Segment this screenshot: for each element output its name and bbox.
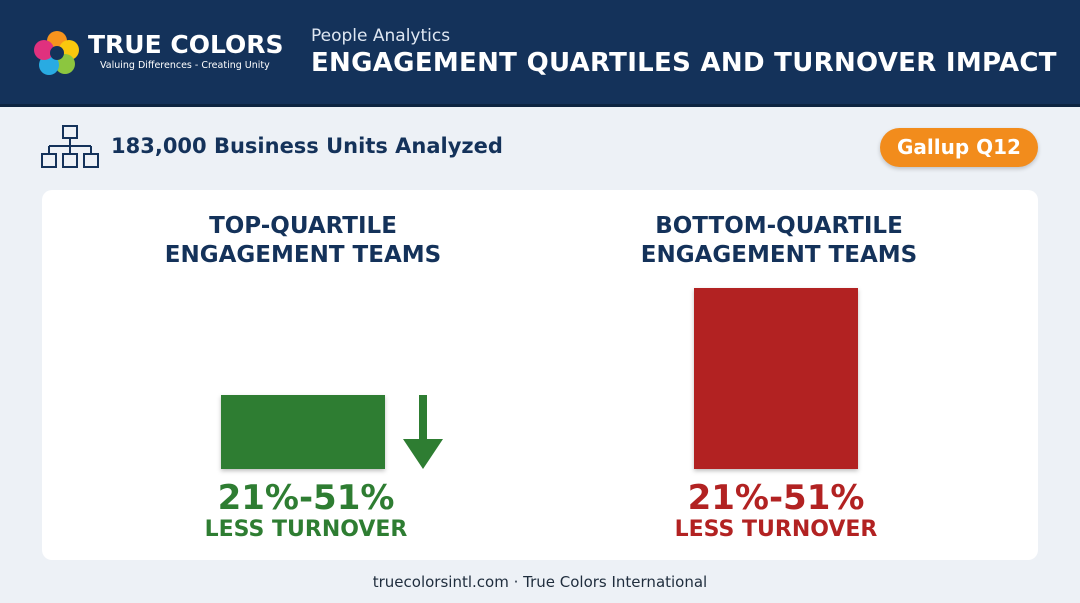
title-line: BOTTOM-QUARTILE bbox=[655, 213, 903, 239]
logo-tagline: Valuing Differences - Creating Unity bbox=[100, 60, 270, 71]
title: ENGAGEMENT QUARTILES AND TURNOVER IMPACT bbox=[311, 48, 1057, 78]
units-analyzed: 183,000 Business Units Analyzed bbox=[111, 134, 503, 158]
down-arrow bbox=[403, 395, 443, 469]
panel-title: BOTTOM-QUARTILE ENGAGEMENT TEAMS bbox=[579, 212, 979, 270]
kicker: People Analytics bbox=[311, 26, 451, 46]
logo-mark bbox=[34, 31, 79, 75]
stat: 21%-51% bbox=[687, 478, 865, 518]
red-bar bbox=[694, 288, 858, 469]
footer: truecolorsintl.com · True Colors Interna… bbox=[372, 573, 708, 591]
header-bar bbox=[0, 0, 1080, 107]
title-line: TOP-QUARTILE bbox=[209, 213, 397, 239]
org-icon bbox=[41, 125, 99, 168]
title-line: ENGAGEMENT TEAMS bbox=[640, 242, 918, 268]
green-bar bbox=[221, 395, 385, 469]
content-card bbox=[42, 190, 1038, 560]
source-badge: Gallup Q12 bbox=[880, 128, 1038, 167]
logo-name: TRUE COLORS bbox=[88, 30, 284, 59]
header-rule bbox=[0, 104, 1080, 107]
title-line: ENGAGEMENT TEAMS bbox=[164, 242, 442, 268]
stat: 21%-51% bbox=[217, 478, 395, 518]
caption: LESS TURNOVER bbox=[204, 517, 408, 542]
panel-title: TOP-QUARTILE ENGAGEMENT TEAMS bbox=[103, 212, 503, 270]
caption: LESS TURNOVER bbox=[674, 517, 878, 542]
